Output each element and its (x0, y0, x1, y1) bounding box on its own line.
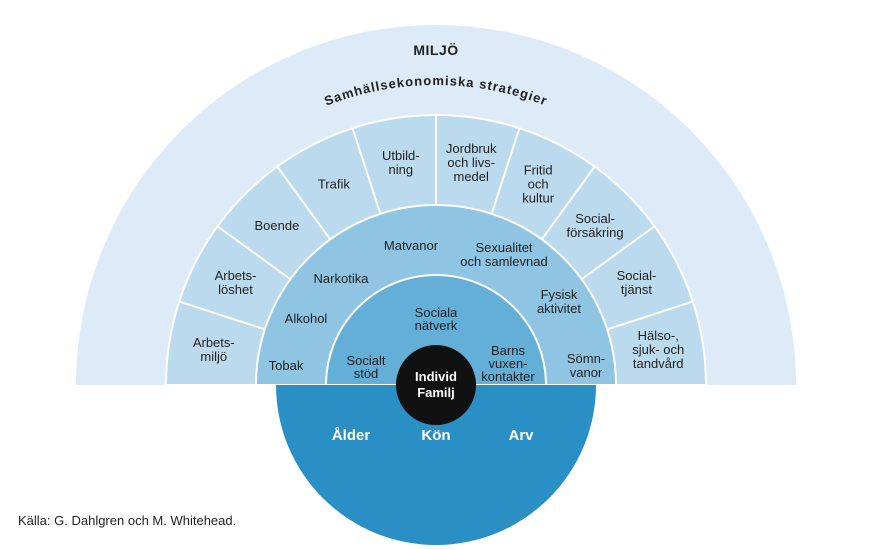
ring3-label: Boende (254, 218, 299, 233)
base-label: Kön (421, 427, 450, 444)
ring3-label: Arbets-löshet (215, 268, 257, 297)
ring2-label: Alkohol (285, 311, 328, 326)
ring2-label: Matvanor (384, 238, 439, 253)
diagram-stage: Arbets-miljöArbets-löshetBoendeTrafikUtb… (0, 0, 872, 550)
ring2-label: Fysiskaktivitet (537, 287, 581, 316)
base-label: Arv (508, 427, 534, 444)
ring2-label: Narkotika (314, 271, 370, 286)
base-label: Ålder (332, 427, 371, 444)
ring3-label: Hälso-,sjuk- ochtandvård (632, 328, 684, 371)
rainbow-diagram: Arbets-miljöArbets-löshetBoendeTrafikUtb… (0, 0, 872, 550)
ring2-label: Sömn-vanor (567, 351, 605, 380)
outer-title: MILJÖ (413, 42, 458, 58)
center-label: IndividFamilj (415, 369, 457, 400)
ring1-label: Socialanätverk (415, 305, 458, 333)
ring2-label: Tobak (269, 358, 304, 373)
ring3-label: Social-tjänst (617, 268, 657, 297)
ring3-label: Trafik (318, 177, 351, 192)
source-note: Källa: G. Dahlgren och M. Whitehead. (18, 513, 236, 528)
